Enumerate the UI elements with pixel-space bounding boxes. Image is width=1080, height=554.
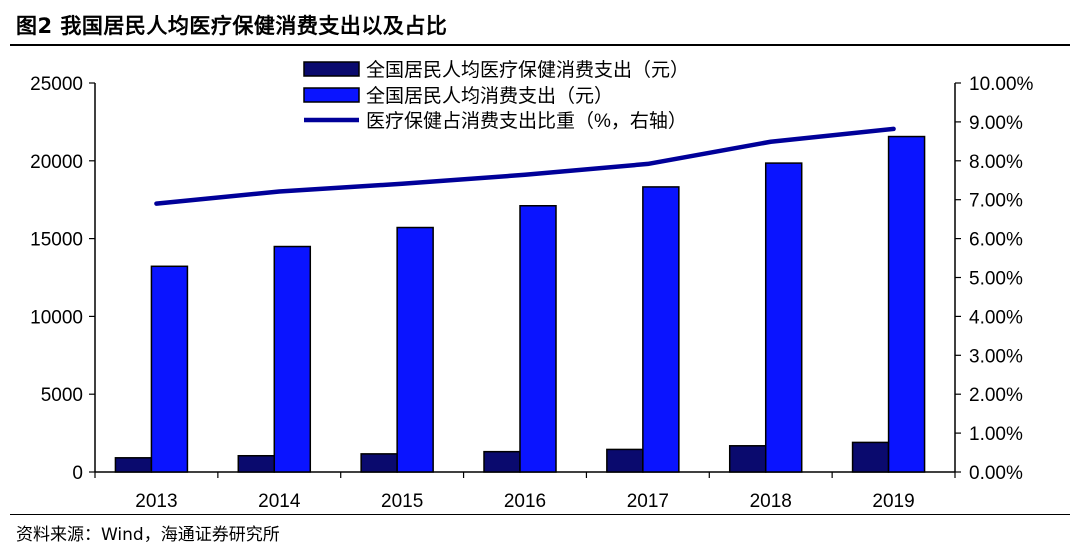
right-tick-label: 1.00% [969, 424, 1023, 445]
bar-health-spending [606, 448, 644, 473]
legend-label-consumption: 全国居民人均消费支出（元） [366, 85, 613, 107]
legend-swatch-health [303, 61, 360, 77]
bar-consumption-spending [519, 205, 557, 473]
x-tick-label: 2019 [872, 491, 914, 512]
x-tick-label: 2017 [627, 491, 669, 512]
right-tick-label: 2.00% [969, 385, 1023, 406]
figure-header: 图2 我国居民人均医疗保健消费支出以及占比 [0, 0, 1080, 48]
bar-health-spending [360, 453, 398, 473]
bar-health-spending [114, 457, 153, 473]
left-tick-label: 10000 [30, 307, 83, 328]
right-tick-label: 10.00% [969, 74, 1034, 95]
right-tick-label: 3.00% [969, 346, 1023, 367]
figure-title: 图2 我国居民人均医疗保健消费支出以及占比 [16, 14, 448, 38]
ratio-line-series [154, 126, 896, 206]
right-tick-label: 5.00% [969, 269, 1023, 290]
bar-health-spending [483, 450, 521, 473]
right-tick-label: 8.00% [969, 152, 1023, 173]
left-tick-label: 15000 [30, 230, 83, 251]
left-tick-label: 5000 [41, 385, 83, 406]
right-tick-label: 6.00% [969, 230, 1023, 251]
right-tick-label: 4.00% [969, 307, 1023, 328]
right-tick-label: 0.00% [969, 463, 1023, 484]
bar-consumption-spending [764, 162, 803, 473]
x-tick-label: 2013 [135, 491, 177, 512]
x-tick-label: 2016 [504, 491, 546, 512]
left-tick-label: 25000 [30, 74, 83, 95]
footer-divider [10, 514, 1070, 515]
x-tick-label: 2014 [258, 491, 301, 512]
x-tick-label: 2018 [750, 491, 792, 512]
legend-label-health: 全国居民人均医疗保健消费支出（元） [366, 59, 689, 81]
right-tick-label: 9.00% [969, 113, 1023, 134]
bar-consumption-spending [887, 135, 926, 473]
left-tick-label: 0 [72, 463, 83, 484]
bar-health-spending [237, 454, 276, 473]
legend-label-ratio: 医疗保健占消费支出比重（%，右轴） [366, 110, 687, 132]
left-tick-label: 20000 [30, 152, 83, 173]
bar-consumption-spending [642, 186, 680, 473]
bar-consumption-spending [273, 245, 312, 473]
source-note: 资料来源：Wind，海通证券研究所 [16, 525, 280, 545]
right-tick-label: 7.00% [969, 191, 1023, 212]
bar-health-spending [851, 441, 890, 473]
legend-swatch-consumption [303, 87, 360, 103]
title-divider [10, 44, 1070, 46]
bar-consumption-spending [150, 265, 189, 473]
bar-health-spending [728, 445, 767, 473]
bar-consumption-spending [396, 226, 434, 473]
x-tick-label: 2015 [381, 491, 423, 512]
